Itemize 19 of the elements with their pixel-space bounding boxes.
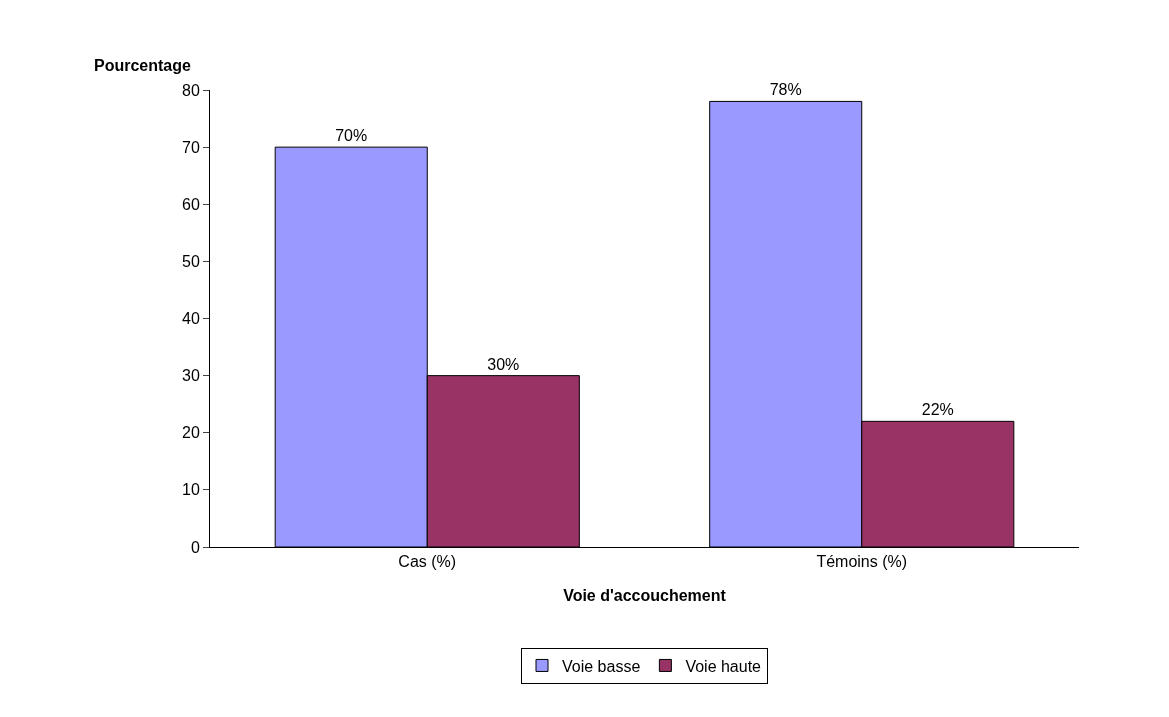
data-label: 30%: [487, 355, 520, 373]
data-label: 70%: [335, 127, 368, 145]
y-tick-label: 0: [190, 538, 200, 556]
y-tick-label: 60: [182, 195, 200, 213]
x-axis-title: Voie d'accouchement: [563, 586, 727, 604]
legend-label: Voie basse: [562, 657, 641, 675]
y-tick-label: 10: [182, 481, 200, 499]
x-tick-label: Cas (%): [398, 553, 457, 571]
data-label: 78%: [769, 81, 802, 99]
data-label: 22%: [921, 401, 954, 419]
y-tick-label: 30: [182, 367, 200, 385]
y-tick-label: 20: [182, 424, 200, 442]
y-tick-label: 80: [182, 81, 200, 99]
y-tick-label: 50: [182, 252, 200, 270]
y-axis-title: Pourcentage: [94, 57, 192, 74]
legend-label: Voie haute: [685, 657, 762, 675]
y-tick-label: 70: [182, 138, 200, 156]
x-tick-label: Témoins (%): [816, 553, 908, 571]
y-tick-label: 40: [182, 310, 200, 328]
